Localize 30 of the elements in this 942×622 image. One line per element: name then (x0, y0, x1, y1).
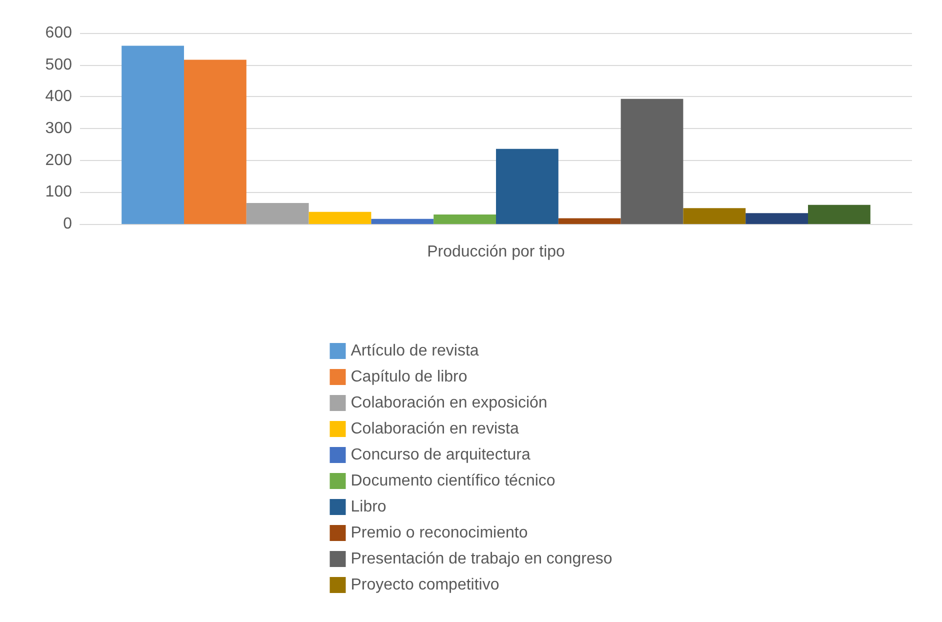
legend-label: Concurso de arquitectura (350, 446, 531, 464)
legend-label: Colaboración en revista (350, 420, 519, 438)
legend-label: Proyecto competitivo (350, 576, 500, 594)
y-tick-label: 0 (63, 216, 72, 232)
bar (434, 214, 496, 224)
x-tick-label: Producción por tipo (427, 244, 566, 260)
y-tick-label: 300 (45, 120, 72, 137)
bar (558, 218, 621, 224)
legend-label: Libro (350, 498, 386, 516)
legend-label: Artículo de revista (350, 342, 479, 360)
bar (371, 218, 434, 224)
bar (184, 60, 246, 224)
y-tick-label: 200 (45, 152, 72, 169)
y-tick-label: 500 (45, 56, 72, 74)
y-tick-label: 100 (45, 184, 72, 201)
bar (246, 202, 309, 224)
legend-label: Presentación de trabajo en congreso (350, 550, 612, 568)
legend-label: Colaboración en exposición (350, 394, 548, 412)
legend-label: Documento científico técnico (350, 472, 556, 490)
bar (122, 46, 184, 224)
legend-label: Capítulo de libro (350, 368, 468, 386)
bar (808, 204, 870, 224)
y-tick-label: 600 (45, 24, 72, 42)
bar (746, 213, 808, 224)
bar (683, 208, 746, 224)
y-tick-label: 400 (45, 88, 72, 106)
bar (496, 148, 558, 224)
bar (308, 212, 372, 224)
legend-label: Premio o reconocimiento (350, 524, 528, 542)
bar (620, 98, 684, 224)
